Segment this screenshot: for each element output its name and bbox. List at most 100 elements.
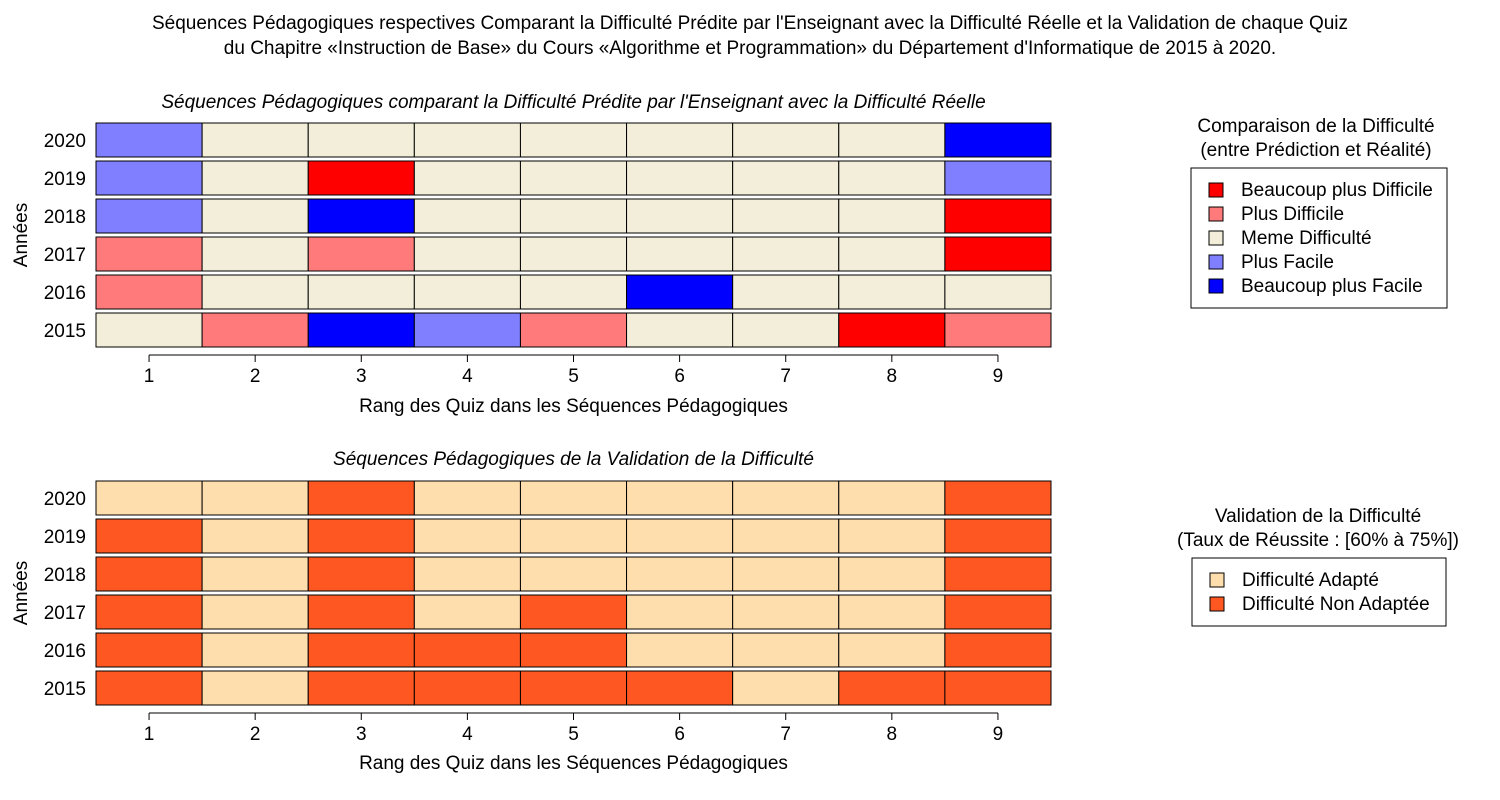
legend-swatch — [1208, 182, 1224, 198]
y-tick-label: 2019 — [44, 169, 86, 190]
legend-item-label: Plus Facile — [1241, 252, 1334, 273]
cell-2020-7 — [732, 480, 840, 516]
legend-item-label: Plus Difficile — [1241, 204, 1344, 225]
cell-2018-9 — [944, 556, 1052, 592]
legend-item-label: Difficulté Non Adaptée — [1242, 594, 1430, 615]
y-tick-label: 2018 — [44, 207, 86, 228]
x-tick-label: 1 — [144, 366, 155, 387]
cell-2019-5 — [519, 160, 628, 196]
y-tick-label: 2015 — [44, 679, 86, 700]
cell-2016-4 — [413, 632, 521, 668]
legend-title: Comparaison de la Difficulté — [1197, 116, 1434, 137]
x-tick-label: 7 — [780, 724, 791, 745]
cell-2018-8 — [838, 198, 946, 234]
cell-2015-8 — [838, 670, 946, 706]
legend-item-label: Difficulté Adapté — [1242, 570, 1379, 591]
legend-title: Validation de la Difficulté — [1215, 506, 1421, 527]
cell-2016-7 — [732, 632, 840, 668]
cell-2018-7 — [732, 556, 840, 592]
x-tick-label: 2 — [250, 724, 261, 745]
cell-2018-9 — [944, 198, 1052, 234]
cell-2018-7 — [732, 198, 840, 234]
y-tick-label: 2017 — [44, 245, 86, 266]
cell-2018-6 — [626, 556, 734, 592]
cell-2020-5 — [519, 480, 628, 516]
legend-swatch — [1208, 254, 1224, 270]
cell-2018-8 — [838, 556, 946, 592]
cell-2019-8 — [838, 518, 946, 554]
cell-2015-7 — [732, 670, 840, 706]
cell-2020-8 — [838, 122, 946, 158]
cell-2015-4 — [413, 312, 521, 348]
cell-2017-9 — [944, 594, 1052, 630]
x-tick-label: 3 — [356, 724, 367, 745]
legend-item-label: Beaucoup plus Facile — [1241, 276, 1423, 297]
cell-2015-5 — [519, 670, 628, 706]
x-tick-label: 7 — [780, 366, 791, 387]
cell-2018-1 — [95, 556, 203, 592]
cell-2017-8 — [838, 594, 946, 630]
legend-swatch — [1208, 230, 1224, 246]
x-tick-label: 2 — [250, 366, 261, 387]
cell-2015-6 — [626, 670, 734, 706]
chart-panel-1: Séquences Pédagogiques comparant la Diff… — [11, 92, 1448, 417]
cell-2016-9 — [944, 274, 1052, 310]
cell-2020-3 — [307, 122, 415, 158]
cell-2019-6 — [626, 160, 734, 196]
legend-swatch — [1208, 206, 1224, 222]
x-tick-label: 3 — [356, 366, 367, 387]
cell-2017-1 — [95, 236, 203, 272]
legend: Validation de la Difficulté (Taux de Réus… — [1177, 506, 1459, 627]
cell-2015-2 — [201, 670, 309, 706]
legend: Comparaison de la Difficulté (entre Prédi… — [1190, 116, 1448, 309]
figure-title-line-2: du Chapitre «Instruction de Base» du Cou… — [224, 38, 1276, 59]
cell-2017-8 — [838, 236, 946, 272]
cell-2019-7 — [732, 160, 840, 196]
x-tick-label: 4 — [462, 724, 473, 745]
cell-2015-9 — [944, 312, 1052, 348]
cell-2015-5 — [519, 312, 628, 348]
cell-2019-5 — [519, 518, 628, 554]
cell-2015-3 — [307, 312, 415, 348]
y-tick-label: 2017 — [44, 603, 86, 624]
cell-2017-1 — [95, 594, 203, 630]
cell-2015-1 — [95, 312, 203, 348]
cell-2015-4 — [413, 670, 521, 706]
cell-2017-2 — [201, 236, 309, 272]
chart-title: Séquences Pédagogiques comparant la Diff… — [161, 92, 985, 113]
cell-2015-1 — [95, 670, 203, 706]
x-tick-label: 9 — [993, 366, 1004, 387]
x-tick-label: 8 — [887, 366, 898, 387]
figure-title-line-1: Séquences Pédagogiques respectives Compa… — [152, 13, 1348, 34]
x-tick-label: 6 — [674, 724, 685, 745]
cell-2016-3 — [307, 274, 415, 310]
legend-swatch — [1209, 572, 1225, 588]
cell-2016-5 — [519, 632, 628, 668]
legend-item-label: Meme Difficulté — [1241, 228, 1372, 249]
cell-2018-5 — [519, 198, 628, 234]
chart-panel-2: Séquences Pédagogiques de la Validation … — [11, 449, 1459, 774]
cell-2019-4 — [413, 518, 521, 554]
cell-2018-2 — [201, 556, 309, 592]
cell-2020-4 — [413, 122, 521, 158]
cell-2019-8 — [838, 160, 946, 196]
cell-2017-5 — [519, 236, 628, 272]
cell-2017-4 — [413, 236, 521, 272]
legend-title: (Taux de Réussite : [60% à 75%]) — [1177, 530, 1459, 551]
cell-2017-2 — [201, 594, 309, 630]
legend-swatch — [1209, 596, 1225, 612]
cell-2020-3 — [307, 480, 415, 516]
x-tick-label: 5 — [568, 724, 579, 745]
cell-2016-7 — [732, 274, 840, 310]
cell-2019-7 — [732, 518, 840, 554]
cell-2018-4 — [413, 198, 521, 234]
y-tick-label: 2020 — [44, 489, 86, 510]
x-tick-label: 6 — [674, 366, 685, 387]
cell-2016-3 — [307, 632, 415, 668]
cell-2019-2 — [201, 518, 309, 554]
cell-2017-7 — [732, 594, 840, 630]
legend-title: (entre Prédiction et Réalité) — [1200, 140, 1431, 161]
cell-2016-6 — [626, 632, 734, 668]
x-tick-label: 1 — [144, 724, 155, 745]
y-axis-label: Années — [11, 561, 32, 625]
